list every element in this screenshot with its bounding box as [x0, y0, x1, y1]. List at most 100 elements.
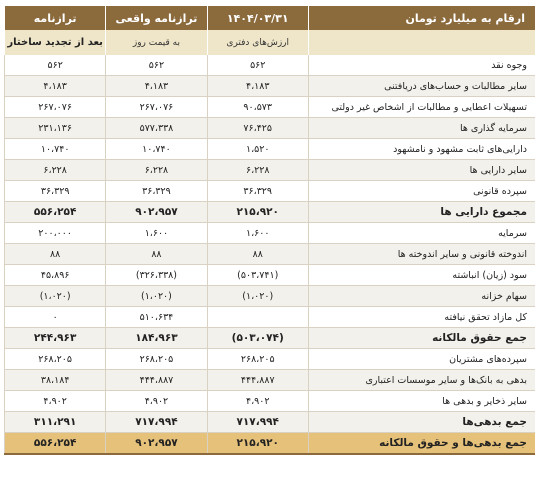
row-value-restructured: ۲۴۴،۹۶۳ [3, 327, 106, 349]
row-label: سرمایه گذاری ها [307, 117, 535, 139]
row-value-real: ۲۶۸،۲۰۵ [105, 348, 208, 370]
row-value-restructured: ۲۶۸،۲۰۵ [3, 348, 106, 370]
row-label: جمع بدهی‌ها [307, 411, 535, 433]
header-col-restructured: ترازنامه [3, 6, 106, 30]
row-value-real: ۹۰۲،۹۵۷ [105, 201, 208, 223]
row-value-book [206, 306, 309, 328]
table-row: سایر مطالبات و حساب‌های دریافتنی ۴،۱۸۳ ۴،۱… [3, 75, 535, 97]
row-value-book: ۷۶،۴۲۵ [206, 117, 309, 139]
row-label: سپرده قانونی [307, 180, 535, 202]
row-label: مجموع دارایی ها [307, 201, 535, 223]
header-row: ارقام به میلیارد تومان ۱۴۰۴/۰۳/۳۱ ترازنا… [3, 6, 535, 30]
table-row: سپرده قانونی ۳۶،۳۲۹ ۳۶،۳۲۹ ۳۶،۳۲۹ [3, 180, 535, 202]
row-value-restructured: ۲۶۷،۰۷۶ [3, 96, 106, 118]
row-value-book: ۹۰،۵۷۳ [206, 96, 309, 118]
table-body: وجوه نقد ۵۶۲ ۵۶۲ ۵۶۲ سایر مطالبات و حساب‌های… [3, 55, 535, 455]
table-row: سرمایه ۱،۶۰۰ ۱،۶۰۰ ۲۰۰،۰۰۰ [3, 222, 535, 244]
row-value-book: ۳۶،۳۲۹ [206, 180, 309, 202]
row-value-restructured: ۰ [3, 306, 106, 328]
row-value-book: ۴،۱۸۳ [206, 75, 309, 97]
row-value-real: ۱۸۴،۹۶۳ [105, 327, 208, 349]
row-value-restructured: ۳۸،۱۸۴ [3, 369, 106, 391]
subheader-row: ارزش‌های دفتری به قیمت روز بعد از تجدید … [3, 30, 535, 55]
row-value-restructured: ۶،۲۲۸ [3, 159, 106, 181]
row-label: دارایی‌های ثابت مشهود و نامشهود [307, 138, 535, 160]
table-row: سرمایه گذاری ها ۷۶،۴۲۵ ۵۷۷،۳۳۸ ۲۳۱،۱۳۶ [3, 117, 535, 139]
row-value-restructured: ۳۶،۳۲۹ [3, 180, 106, 202]
row-value-restructured: ۱۰،۷۴۰ [3, 138, 106, 160]
row-value-restructured: ۵۵۶،۲۵۴ [3, 201, 106, 223]
row-value-book: (۱،۰۲۰) [206, 285, 309, 307]
table-row: اندوخته قانونی و سایر اندوخته ها ۸۸ ۸۸ ۸۸ [3, 243, 535, 265]
subheader-col-restructure: بعد از تجدید ساختار [3, 30, 106, 55]
row-value-real: ۱،۶۰۰ [105, 222, 208, 244]
balance-sheet: ارقام به میلیارد تومان ۱۴۰۴/۰۳/۳۱ ترازنا… [3, 6, 535, 455]
row-value-book: ۸۸ [206, 243, 309, 265]
row-value-real: ۹۰۲،۹۵۷ [105, 432, 208, 455]
table-row: وجوه نقد ۵۶۲ ۵۶۲ ۵۶۲ [3, 55, 535, 76]
table-row: سپرده‌های مشتریان ۲۶۸،۲۰۵ ۲۶۸،۲۰۵ ۲۶۸،۲۰۵ [3, 348, 535, 370]
balance-sheet-table: ارقام به میلیارد تومان ۱۴۰۴/۰۳/۳۱ ترازنا… [3, 6, 535, 455]
row-value-real: ۵۷۷،۳۳۸ [105, 117, 208, 139]
row-value-book: ۲۱۵،۹۲۰ [206, 201, 309, 223]
header-col-date: ۱۴۰۴/۰۳/۳۱ [206, 6, 309, 30]
table-row: دارایی‌های ثابت مشهود و نامشهود ۱،۵۲۰ ۱۰،۷… [3, 138, 535, 160]
row-value-book: ۴۴۴،۸۸۷ [206, 369, 309, 391]
header-col-real: ترازنامه واقعی [105, 6, 208, 30]
row-label: سایر ذخایر و بدهی ها [307, 390, 535, 412]
table-row: جمع بدهی‌ها و حقوق مالکانه ۲۱۵،۹۲۰ ۹۰۲،۹۵۷… [3, 432, 535, 455]
row-label: تسهیلات اعطایی و مطالبات از اشخاص غیر دو… [307, 96, 535, 118]
table-row: تسهیلات اعطایی و مطالبات از اشخاص غیر دو… [3, 96, 535, 118]
row-value-real: ۶،۲۲۸ [105, 159, 208, 181]
row-value-restructured: ۴،۱۸۳ [3, 75, 106, 97]
row-value-real: ۴،۹۰۲ [105, 390, 208, 412]
subheader-col-market: به قیمت روز [105, 30, 208, 55]
row-label: جمع حقوق مالکانه [307, 327, 535, 349]
row-value-real: ۴،۱۸۳ [105, 75, 208, 97]
row-label: سرمایه [307, 222, 535, 244]
row-value-restructured: ۲۳۱،۱۳۶ [3, 117, 106, 139]
table-row: سایر ذخایر و بدهی ها ۴،۹۰۲ ۴،۹۰۲ ۴،۹۰۲ [3, 390, 535, 412]
row-label: وجوه نقد [307, 55, 535, 76]
row-label: سایر دارایی ها [307, 159, 535, 181]
row-value-real: ۳۶،۳۲۹ [105, 180, 208, 202]
row-value-book: ۲۱۵،۹۲۰ [206, 432, 309, 455]
row-value-restructured: ۸۸ [3, 243, 106, 265]
row-value-restructured: ۴،۹۰۲ [3, 390, 106, 412]
row-value-real: ۴۴۴،۸۸۷ [105, 369, 208, 391]
row-value-book: (۵۰۳،۷۴۱) [206, 264, 309, 286]
row-value-book: ۵۶۲ [206, 55, 309, 76]
row-value-restructured: ۵۵۶،۲۵۴ [3, 432, 106, 455]
row-label: کل مازاد تحقق نیافته [307, 306, 535, 328]
row-value-real: (۳۲۶،۳۳۸) [105, 264, 208, 286]
row-label: سایر مطالبات و حساب‌های دریافتنی [307, 75, 535, 97]
row-value-restructured: ۵۶۲ [3, 55, 106, 76]
header-label: ارقام به میلیارد تومان [307, 6, 535, 30]
row-label: بدهی به بانک‌ها و سایر موسسات اعتباری [307, 369, 535, 391]
row-label: سپرده‌های مشتریان [307, 348, 535, 370]
row-label: جمع بدهی‌ها و حقوق مالکانه [307, 432, 535, 455]
row-value-real: (۱،۰۲۰) [105, 285, 208, 307]
row-value-restructured: ۲۰۰،۰۰۰ [3, 222, 106, 244]
table-row: بدهی به بانک‌ها و سایر موسسات اعتباری ۴۴۴… [3, 369, 535, 391]
table-row: جمع حقوق مالکانه (۵۰۳،۰۷۴) ۱۸۴،۹۶۳ ۲۴۴،۹۶۳ [3, 327, 535, 349]
row-value-book: ۴،۹۰۲ [206, 390, 309, 412]
table-row: مجموع دارایی ها ۲۱۵،۹۲۰ ۹۰۲،۹۵۷ ۵۵۶،۲۵۴ [3, 201, 535, 223]
row-value-restructured: (۱،۰۲۰) [3, 285, 106, 307]
row-value-real: ۲۶۷،۰۷۶ [105, 96, 208, 118]
row-value-book: ۱،۶۰۰ [206, 222, 309, 244]
table-row: کل مازاد تحقق نیافته ۵۱۰،۶۳۴ ۰ [3, 306, 535, 328]
row-value-real: ۵۱۰،۶۳۴ [105, 306, 208, 328]
subheader-empty [307, 30, 535, 55]
row-value-restructured: ۳۱۱،۲۹۱ [3, 411, 106, 433]
row-value-real: ۱۰،۷۴۰ [105, 138, 208, 160]
row-value-real: ۷۱۷،۹۹۴ [105, 411, 208, 433]
row-value-book: ۶،۲۲۸ [206, 159, 309, 181]
row-value-book: ۲۶۸،۲۰۵ [206, 348, 309, 370]
row-value-book: ۱،۵۲۰ [206, 138, 309, 160]
row-value-book: ۷۱۷،۹۹۴ [206, 411, 309, 433]
row-label: سهام خزانه [307, 285, 535, 307]
table-row: جمع بدهی‌ها ۷۱۷،۹۹۴ ۷۱۷،۹۹۴ ۳۱۱،۲۹۱ [3, 411, 535, 433]
table-row: سهام خزانه (۱،۰۲۰) (۱،۰۲۰) (۱،۰۲۰) [3, 285, 535, 307]
table-row: سود (زیان) انباشته (۵۰۳،۷۴۱) (۳۲۶،۳۳۸) ۴۵،۸… [3, 264, 535, 286]
